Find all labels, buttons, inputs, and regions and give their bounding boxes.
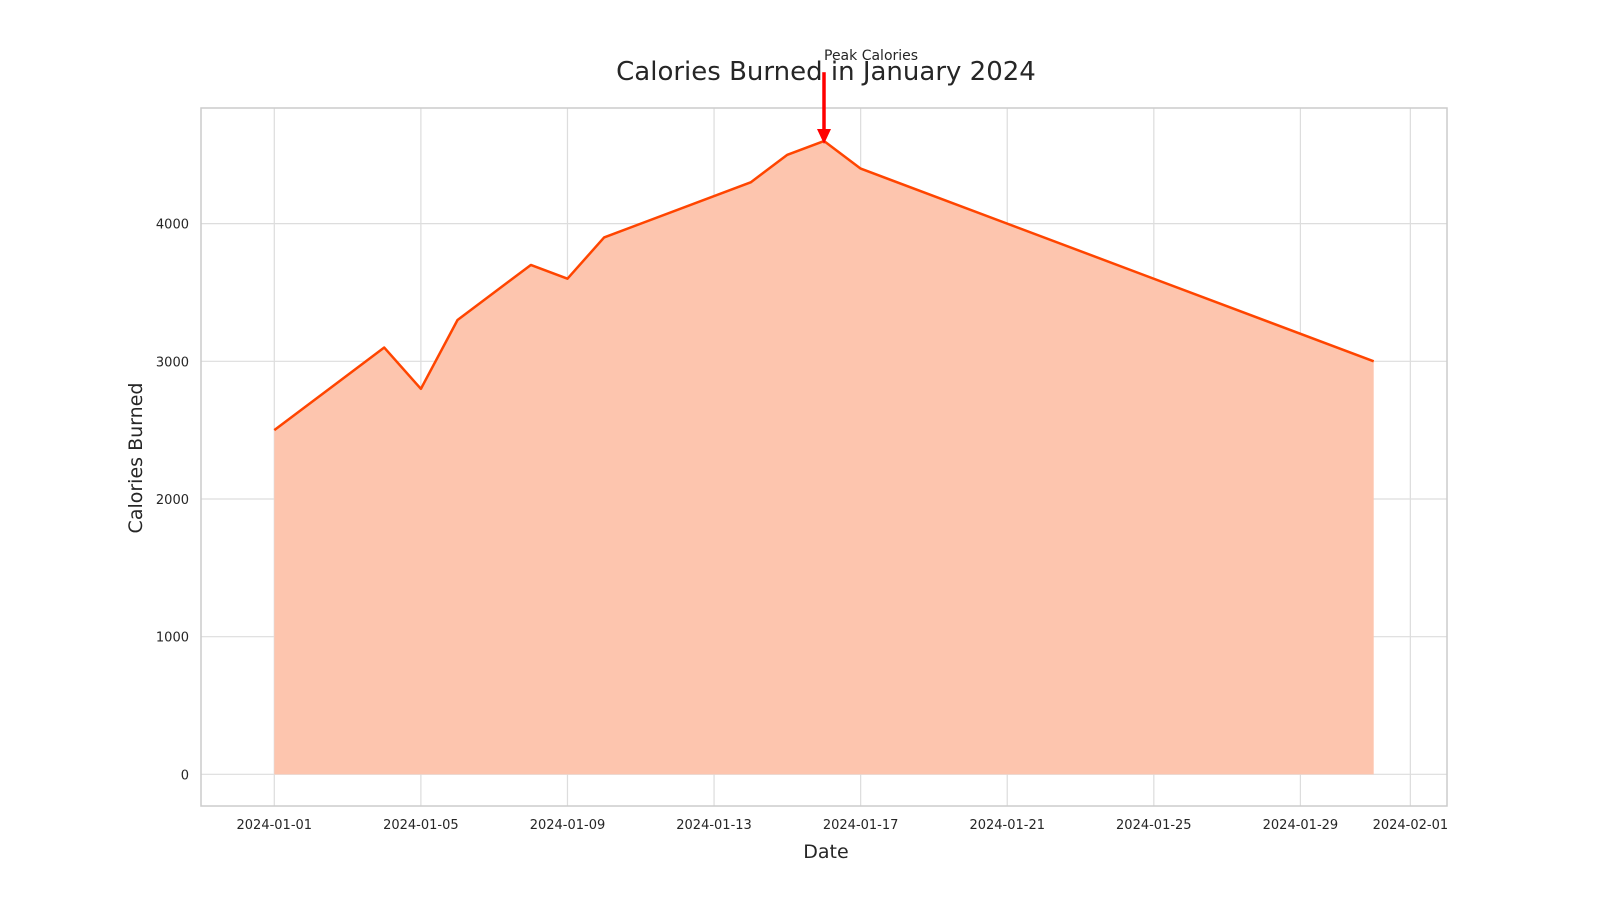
x-tick-label: 2024-01-21 [969, 818, 1045, 833]
y-tick-label: 4000 [156, 218, 189, 233]
y-tick-label: 1000 [156, 631, 189, 646]
x-axis-title: Date [803, 841, 848, 863]
x-tick-label: 2024-02-01 [1373, 818, 1449, 833]
chart-title: Calories Burned in January 2024 [616, 57, 1036, 87]
x-tick-label: 2024-01-13 [676, 818, 752, 833]
peak-annotation-label: Peak Calories [824, 48, 918, 64]
y-tick-label: 3000 [156, 355, 189, 370]
annotations: Peak Calories [817, 48, 918, 145]
x-tick-label: 2024-01-09 [530, 818, 606, 833]
x-tick-label: 2024-01-05 [383, 818, 459, 833]
x-tick-label: 2024-01-25 [1116, 818, 1192, 833]
series-area-fill [274, 141, 1374, 775]
x-tick-label: 2024-01-01 [237, 818, 313, 833]
tick-labels: 2024-01-01 2024-01-05 2024-01-09 2024-01-13… [156, 218, 1448, 833]
area-layer [273, 139, 1375, 775]
y-tick-label: 0 [181, 768, 189, 783]
series-line [273, 139, 1375, 432]
y-tick-label: 2000 [156, 493, 189, 508]
peak-arrow-head [817, 129, 831, 145]
y-axis-title: Calories Burned [125, 383, 147, 534]
x-tick-label: 2024-01-29 [1263, 818, 1339, 833]
x-tick-label: 2024-01-17 [823, 818, 899, 833]
